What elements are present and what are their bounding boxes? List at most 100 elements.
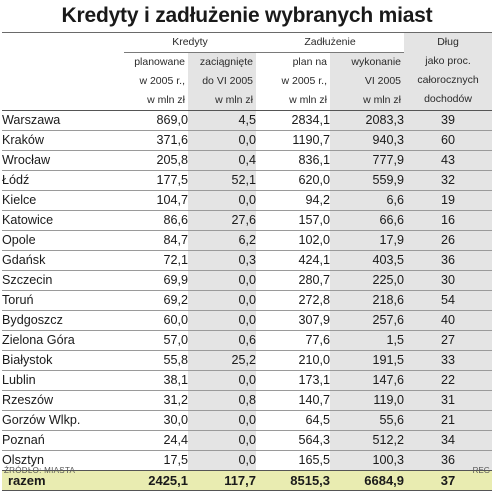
cell-planowane: 69,9 (124, 270, 188, 291)
cell-planowane: 38,1 (124, 370, 188, 391)
cell-plan-na: 564,3 (256, 430, 331, 451)
cell-wykonanie: 100,3 (330, 450, 405, 471)
cell-dlug: 34 (404, 430, 493, 451)
cell-plan-na: 620,0 (256, 170, 331, 191)
group-header-row: Kredyty Zadłużenie Dług jako proc. całor… (2, 33, 493, 111)
cell-planowane: 177,5 (124, 170, 188, 191)
cell-zaciagniete: 0,4 (188, 150, 257, 171)
total-row: razem 2425,1 117,7 8515,3 6684,9 37 (2, 470, 493, 491)
city-name: Szczecin (2, 270, 124, 291)
cell-planowane: 60,0 (124, 310, 188, 331)
cell-wykonanie: 777,9 (330, 150, 405, 171)
cell-planowane: 86,6 (124, 210, 188, 231)
cell-zaciagniete: 25,2 (188, 350, 257, 371)
table-row: Kielce 104,7 0,0 94,2 6,6 19 (2, 190, 493, 211)
table-row: Łódź 177,5 52,1 620,0 559,9 32 (2, 170, 493, 191)
cell-dlug: 30 (404, 270, 493, 291)
cell-wykonanie: 66,6 (330, 210, 405, 231)
table-row: Katowice 86,6 27,6 157,0 66,6 16 (2, 210, 493, 231)
cell-dlug: 26 (404, 230, 493, 251)
city-name: Kielce (2, 190, 124, 211)
city-name: Bydgoszcz (2, 310, 124, 331)
cell-dlug: 22 (404, 370, 493, 391)
city-name: Białystok (2, 350, 124, 371)
column-header-row: planowane w 2005 r., w mln zł zaciągnięt… (2, 52, 492, 111)
city-name: Lublin (2, 370, 124, 391)
total-wykonanie: 6684,9 (330, 470, 405, 491)
cell-wykonanie: 218,6 (330, 290, 405, 311)
cell-planowane: 869,0 (124, 110, 188, 131)
table-row: Rzeszów 31,2 0,8 140,7 119,0 31 (2, 390, 493, 411)
cell-plan-na: 307,9 (256, 310, 331, 331)
cell-plan-na: 173,1 (256, 370, 331, 391)
city-name: Zielona Góra (2, 330, 124, 351)
table-row: Gorzów Wlkp. 30,0 0,0 64,5 55,6 21 (2, 410, 493, 431)
cell-planowane: 30,0 (124, 410, 188, 431)
cell-planowane: 69,2 (124, 290, 188, 311)
city-name: Warszawa (2, 110, 124, 131)
cell-plan-na: 1190,7 (256, 130, 331, 151)
table-row: Zielona Góra 57,0 0,6 77,6 1,5 27 (2, 330, 493, 351)
credit-note: REG (472, 466, 490, 475)
source-note: ŹRÓDŁO: MIASTA (4, 466, 76, 475)
cell-plan-na: 102,0 (256, 230, 331, 251)
cell-zaciagniete: 0,0 (188, 130, 257, 151)
city-name: Gorzów Wlkp. (2, 410, 124, 431)
cell-planowane: 17,5 (124, 450, 188, 471)
cell-zaciagniete: 0,8 (188, 390, 257, 411)
cell-dlug: 33 (404, 350, 493, 371)
cell-dlug: 19 (404, 190, 493, 211)
city-name: Opole (2, 230, 124, 251)
cell-wykonanie: 2083,3 (330, 110, 405, 131)
cell-wykonanie: 512,2 (330, 430, 405, 451)
cell-plan-na: 836,1 (256, 150, 331, 171)
title-divider (2, 32, 492, 33)
cell-wykonanie: 1,5 (330, 330, 405, 351)
cell-planowane: 104,7 (124, 190, 188, 211)
cell-wykonanie: 6,6 (330, 190, 405, 211)
city-name: Rzeszów (2, 390, 124, 411)
table-row: Kraków 371,6 0,0 1190,7 940,3 60 (2, 130, 493, 151)
group-header-zadluzenie: Zadłużenie (256, 33, 405, 53)
table-row: Lublin 38,1 0,0 173,1 147,6 22 (2, 370, 493, 391)
cell-wykonanie: 191,5 (330, 350, 405, 371)
cell-wykonanie: 225,0 (330, 270, 405, 291)
cell-planowane: 31,2 (124, 390, 188, 411)
cell-dlug: 43 (404, 150, 493, 171)
cell-zaciagniete: 0,0 (188, 430, 257, 451)
column-header-planowane: planowane w 2005 r., w mln zł (134, 56, 185, 106)
city-debt-table: Kredyty Zadłużenie Dług jako proc. całor… (2, 33, 493, 491)
table-row: Bydgoszcz 60,0 0,0 307,9 257,6 40 (2, 310, 493, 331)
table-row: Poznań 24,4 0,0 564,3 512,2 34 (2, 430, 493, 451)
column-header-zaciagniete: zaciągnięte do VI 2005 w mln zł (188, 52, 257, 111)
cell-zaciagniete: 4,5 (188, 110, 257, 131)
cell-dlug: 21 (404, 410, 493, 431)
city-name: Łódź (2, 170, 124, 191)
cell-planowane: 24,4 (124, 430, 188, 451)
table-row: Warszawa 869,0 4,5 2834,1 2083,3 39 (2, 110, 493, 131)
city-name: Poznań (2, 430, 124, 451)
cell-zaciagniete: 6,2 (188, 230, 257, 251)
group-header-kredyty: Kredyty (124, 33, 257, 53)
total-planowane: 2425,1 (124, 470, 188, 491)
table-row: Białystok 55,8 25,2 210,0 191,5 33 (2, 350, 493, 371)
cell-zaciagniete: 0,0 (188, 410, 257, 431)
cell-zaciagniete: 0,6 (188, 330, 257, 351)
cell-plan-na: 157,0 (256, 210, 331, 231)
cell-zaciagniete: 0,0 (188, 310, 257, 331)
total-plan-na: 8515,3 (256, 470, 331, 491)
cell-dlug: 54 (404, 290, 493, 311)
cell-dlug: 39 (404, 110, 493, 131)
cell-plan-na: 210,0 (256, 350, 331, 371)
cell-plan-na: 2834,1 (256, 110, 331, 131)
table-row: Opole 84,7 6,2 102,0 17,9 26 (2, 230, 493, 251)
table-title: Kredyty i zadłużenie wybranych miast (61, 4, 433, 27)
cell-zaciagniete: 52,1 (188, 170, 257, 191)
city-name: Gdańsk (2, 250, 124, 271)
cell-wykonanie: 17,9 (330, 230, 405, 251)
column-header-plan-na: plan na w 2005 r., w mln zł (281, 56, 328, 106)
cell-wykonanie: 119,0 (330, 390, 405, 411)
cell-dlug: 31 (404, 390, 493, 411)
cell-plan-na: 165,5 (256, 450, 331, 471)
cell-zaciagniete: 0,0 (188, 290, 257, 311)
